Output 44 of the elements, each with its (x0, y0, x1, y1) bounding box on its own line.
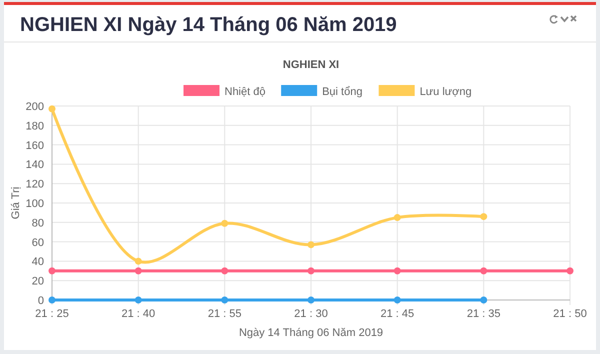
point (221, 220, 228, 227)
point (48, 296, 56, 304)
y-tick-label: 200 (26, 101, 44, 113)
y-tick-label: 160 (26, 140, 44, 152)
x-tick-label: 21 : 50 (553, 308, 587, 320)
point (394, 267, 401, 274)
point (48, 105, 56, 112)
x-tick-label: 21 : 30 (294, 308, 328, 320)
y-tick-label: 60 (32, 236, 44, 249)
y-tick-label: 20 (32, 276, 44, 288)
y-tick-label: 80 (32, 217, 44, 230)
legend-label: Nhiệt độ (224, 86, 266, 98)
point (221, 267, 228, 274)
x-tick-label: 21 : 40 (122, 308, 156, 320)
point (308, 241, 314, 248)
point (134, 258, 142, 265)
legend-label: Lưu lượng (420, 86, 472, 98)
x-tick-label: 21 : 25 (35, 308, 69, 320)
point (308, 267, 314, 274)
point (134, 267, 142, 274)
x-axis-title: Ngày 14 Tháng 06 Năm 2019 (238, 327, 384, 339)
point (480, 267, 488, 274)
point (394, 296, 401, 304)
point (566, 267, 574, 274)
y-tick-label: 100 (26, 198, 44, 210)
chart-subtitle: NGHIEN XI (282, 59, 340, 71)
point (48, 267, 56, 274)
chart-title: NGHIEN XI Ngày 14 Tháng 06 Năm 2019 (20, 14, 397, 36)
y-tick-label: 180 (26, 120, 44, 132)
x-tick-label: 21 : 45 (380, 308, 414, 320)
y-tick-label: 140 (26, 159, 44, 172)
y-tick-label: 40 (32, 256, 44, 268)
point (480, 213, 488, 220)
point (394, 214, 401, 222)
x-tick-label: 21 : 55 (208, 308, 242, 320)
y-tick-label: 120 (26, 178, 44, 191)
point (221, 296, 228, 304)
y-axis-title: Giá Trị (10, 186, 22, 220)
legend-label: Bụi tổng (322, 86, 362, 98)
y-tick-label: 0 (38, 295, 44, 307)
point (480, 296, 488, 304)
point (134, 296, 142, 304)
point (308, 296, 314, 304)
x-tick-label: 21 : 35 (466, 308, 500, 320)
